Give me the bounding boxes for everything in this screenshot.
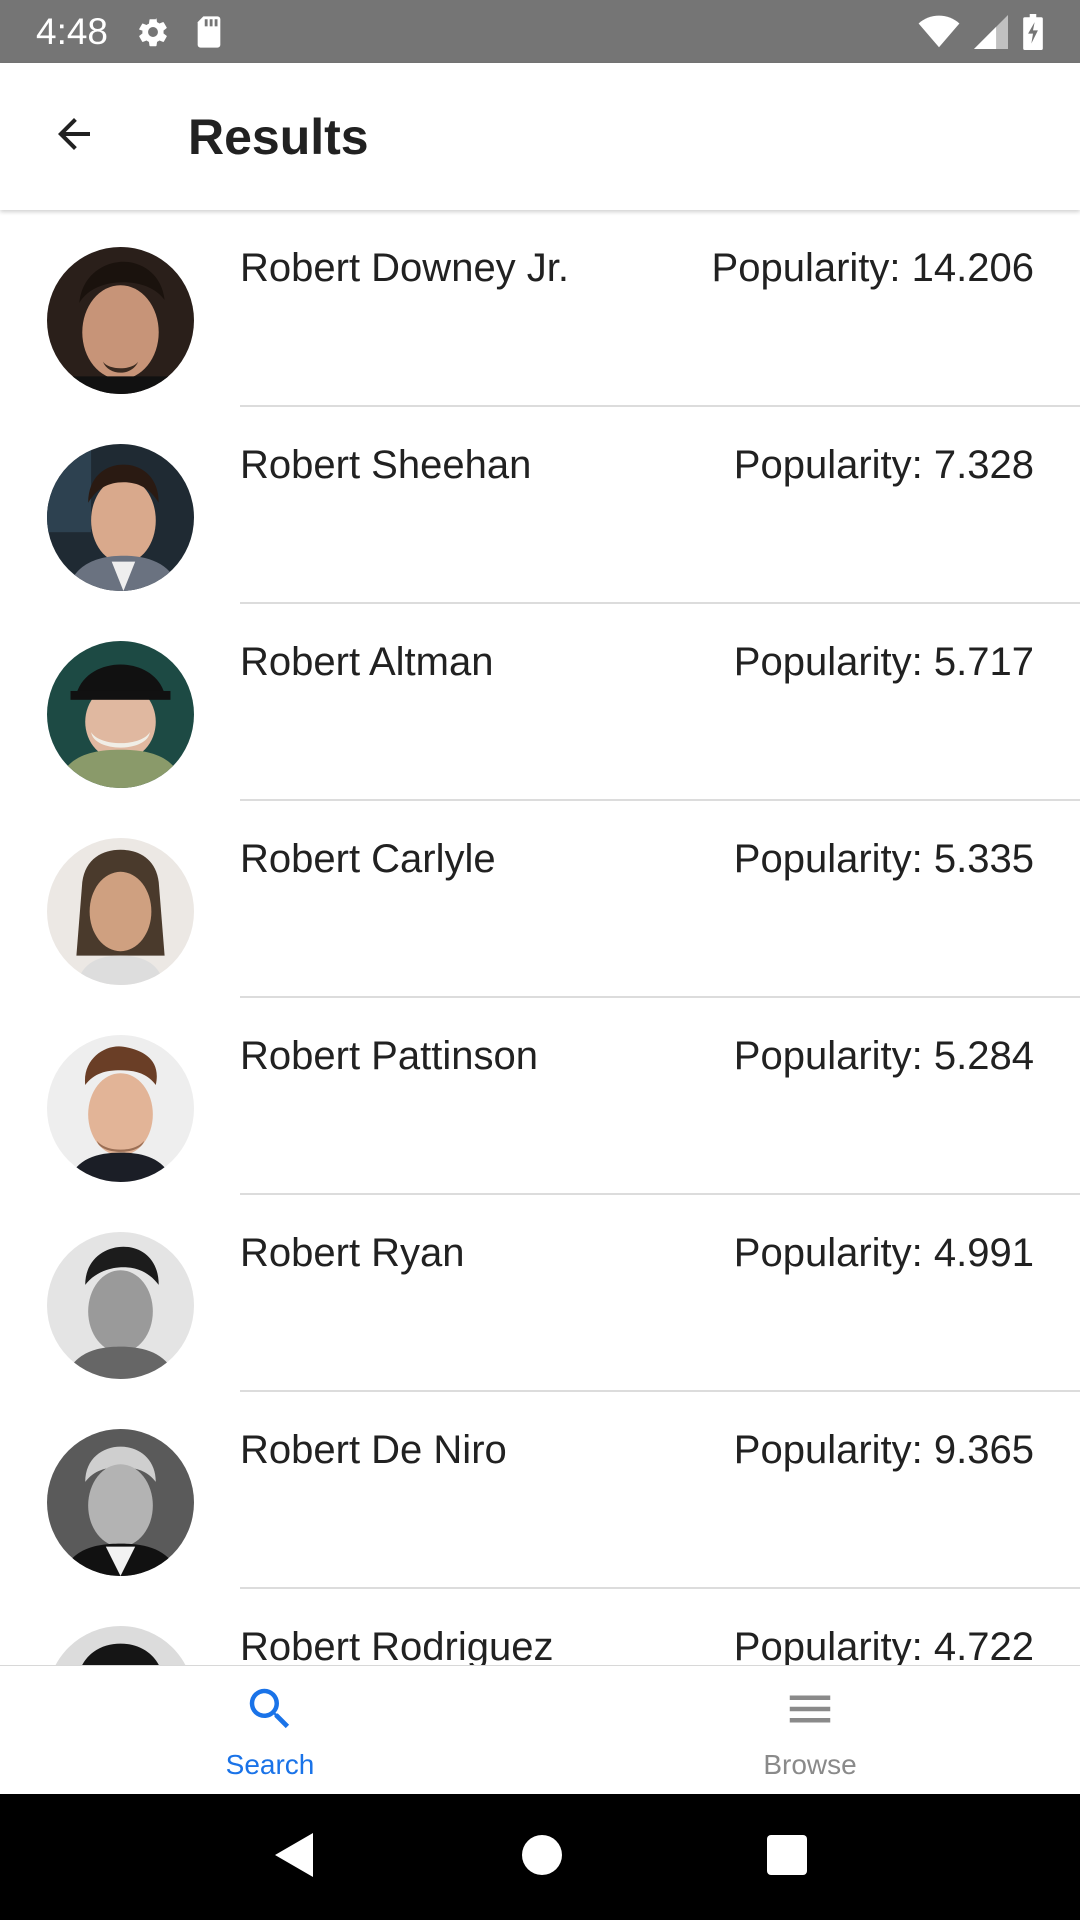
status-time: 4:48	[36, 10, 109, 52]
tab-search[interactable]: Search	[0, 1666, 540, 1794]
status-left-icons	[136, 15, 224, 49]
avatar	[47, 1232, 194, 1379]
result-row[interactable]: Robert Downey Jr. Popularity: 14.206	[0, 210, 1080, 407]
person-name: Robert Altman	[240, 640, 494, 684]
sd-card-icon	[194, 15, 224, 49]
tab-browse[interactable]: Browse	[540, 1666, 1080, 1794]
avatar	[47, 444, 194, 591]
popularity-value: Popularity: 4.991	[733, 1231, 1034, 1275]
person-name: Robert De Niro	[240, 1428, 507, 1472]
back-button[interactable]	[36, 99, 112, 175]
recents-square-icon[interactable]	[767, 1834, 808, 1880]
page-title: Results	[188, 108, 369, 165]
search-icon	[243, 1682, 297, 1741]
arrow-back-icon	[50, 110, 98, 163]
row-divider	[240, 996, 1080, 998]
back-triangle-icon[interactable]	[273, 1831, 317, 1884]
gear-icon	[136, 15, 170, 49]
person-name: Robert Rodriguez	[240, 1625, 554, 1665]
result-row[interactable]: Robert Carlyle Popularity: 5.335	[0, 801, 1080, 998]
row-divider	[240, 799, 1080, 801]
app-bar: Results	[0, 63, 1080, 210]
menu-icon	[783, 1682, 837, 1741]
avatar	[47, 247, 194, 394]
person-name: Robert Downey Jr.	[240, 246, 570, 290]
row-divider	[240, 1587, 1080, 1589]
result-row[interactable]: Robert Pattinson Popularity: 5.284	[0, 998, 1080, 1195]
popularity-value: Popularity: 5.284	[733, 1034, 1034, 1078]
status-bar: 4:48	[0, 0, 1080, 63]
result-row[interactable]: Robert Altman Popularity: 5.717	[0, 604, 1080, 801]
popularity-value: Popularity: 4.722	[733, 1625, 1034, 1665]
battery-charging-icon	[1022, 13, 1044, 50]
tab-browse-label: Browse	[763, 1749, 857, 1780]
bottom-nav: Search Browse	[0, 1665, 1080, 1794]
tab-search-label: Search	[225, 1749, 315, 1780]
system-nav-bar	[0, 1794, 1080, 1920]
row-divider	[240, 405, 1080, 407]
result-row[interactable]: Robert Rodriguez Popularity: 4.722	[0, 1589, 1080, 1665]
row-divider	[240, 1193, 1080, 1195]
person-name: Robert Ryan	[240, 1231, 465, 1275]
popularity-value: Popularity: 5.335	[733, 837, 1034, 881]
avatar	[47, 838, 194, 985]
avatar	[47, 1626, 194, 1665]
wifi-icon	[918, 15, 960, 49]
person-name: Robert Carlyle	[240, 837, 496, 881]
avatar	[47, 1035, 194, 1182]
status-right-icons	[918, 13, 1044, 50]
person-name: Robert Pattinson	[240, 1034, 538, 1078]
signal-icon	[974, 14, 1008, 49]
row-divider	[240, 602, 1080, 604]
results-list[interactable]: Robert Downey Jr. Popularity: 14.206 Rob…	[0, 210, 1080, 1665]
popularity-value: Popularity: 5.717	[733, 640, 1034, 684]
home-circle-icon[interactable]	[521, 1834, 562, 1880]
result-row[interactable]: Robert Ryan Popularity: 4.991	[0, 1195, 1080, 1392]
person-name: Robert Sheehan	[240, 443, 532, 487]
popularity-value: Popularity: 7.328	[733, 443, 1034, 487]
row-divider	[240, 1390, 1080, 1392]
avatar	[47, 641, 194, 788]
popularity-value: Popularity: 9.365	[733, 1428, 1034, 1472]
popularity-value: Popularity: 14.206	[711, 246, 1034, 290]
result-row[interactable]: Robert De Niro Popularity: 9.365	[0, 1392, 1080, 1589]
avatar	[47, 1429, 194, 1576]
result-row[interactable]: Robert Sheehan Popularity: 7.328	[0, 407, 1080, 604]
